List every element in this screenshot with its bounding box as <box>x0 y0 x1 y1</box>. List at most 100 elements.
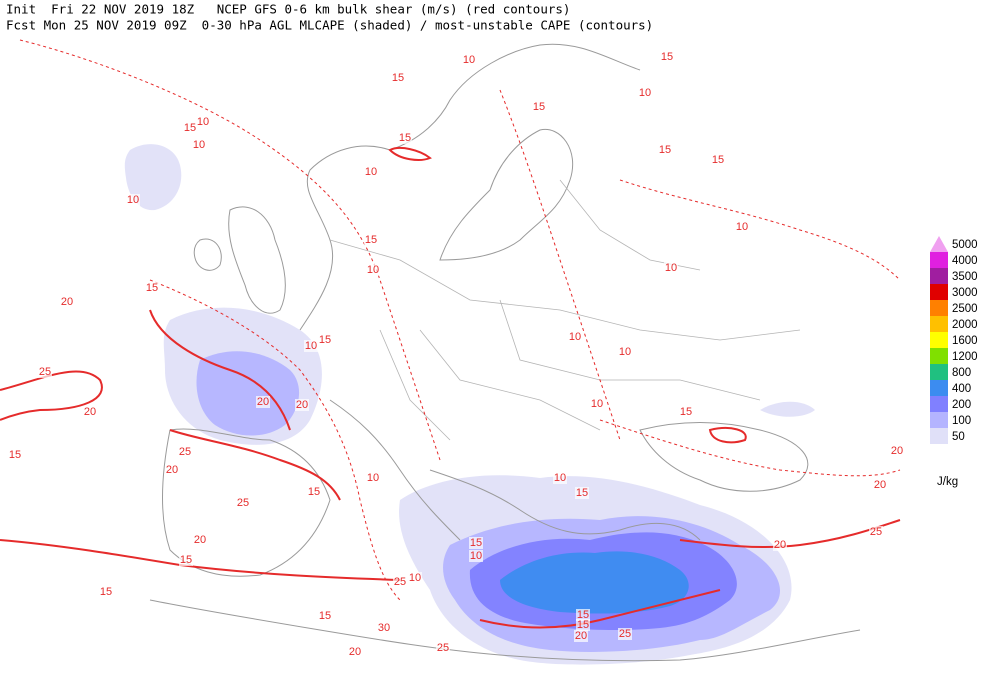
label-backdrop <box>145 282 159 294</box>
shear-contour <box>169 429 341 501</box>
legend-swatch <box>930 236 948 252</box>
shear-contour <box>619 179 901 281</box>
cape-area <box>500 551 689 614</box>
contour-label: 20 <box>296 399 308 411</box>
contour-label: 25 <box>179 446 191 458</box>
contour-label: 10 <box>619 346 631 358</box>
contour-label: 10 <box>365 166 377 178</box>
legend-swatch <box>930 396 948 412</box>
label-backdrop <box>553 472 567 484</box>
contour-label: 25 <box>619 628 631 640</box>
shear-contour <box>599 419 901 477</box>
shear-contour <box>149 309 291 431</box>
header-line: Init Fri 22 NOV 2019 18Z NCEP GFS 0-6 km… <box>6 2 570 17</box>
legend-swatch <box>930 268 948 284</box>
contour-label: 20 <box>349 646 361 658</box>
legend-label: 200 <box>952 399 971 411</box>
coastline <box>329 399 461 541</box>
cape-area <box>124 144 182 211</box>
contour-label: 10 <box>193 139 205 151</box>
contour-label: 20 <box>84 406 96 418</box>
label-backdrop <box>469 550 483 562</box>
label-backdrop <box>408 572 422 584</box>
legend-label: 400 <box>952 383 971 395</box>
coastline <box>429 469 701 541</box>
label-backdrop <box>366 264 380 276</box>
contour-label: 15 <box>399 132 411 144</box>
label-backdrop <box>165 464 179 476</box>
contour-label: 15 <box>680 406 692 418</box>
legend-swatch <box>930 300 948 316</box>
label-backdrop <box>366 472 380 484</box>
legend-swatch <box>930 316 948 332</box>
label-backdrop <box>890 445 904 457</box>
label-backdrop <box>192 139 206 151</box>
legend-label: 2500 <box>952 303 978 315</box>
legend-label: 800 <box>952 367 971 379</box>
contour-label: 15 <box>319 610 331 622</box>
contour-label: 15 <box>319 334 331 346</box>
label-backdrop <box>318 610 332 622</box>
shear-contour <box>149 279 401 601</box>
coastline <box>299 43 641 331</box>
label-backdrop <box>735 221 749 233</box>
coastline <box>162 428 331 577</box>
label-backdrop <box>658 144 672 156</box>
label-backdrop <box>307 486 321 498</box>
contour-label: 20 <box>575 630 587 642</box>
legend-label: 3500 <box>952 271 978 283</box>
contour-label: 15 <box>100 586 112 598</box>
contour-label: 10 <box>409 572 421 584</box>
header-line: Fcst Mon 25 NOV 2019 09Z 0-30 hPa AGL ML… <box>6 18 653 33</box>
cape-area <box>196 351 300 436</box>
label-backdrop <box>60 296 74 308</box>
label-backdrop <box>436 642 450 654</box>
contour-label: 15 <box>661 51 673 63</box>
label-backdrop <box>38 366 52 378</box>
legend-swatch <box>930 348 948 364</box>
contour-label: 25 <box>437 642 449 654</box>
contour-label: 15 <box>712 154 724 166</box>
contour-label: 15 <box>577 619 589 631</box>
contour-label: 15 <box>365 234 377 246</box>
label-backdrop <box>364 234 378 246</box>
contour-label: 10 <box>463 54 475 66</box>
label-backdrop <box>193 534 207 546</box>
contour-label: 15 <box>470 537 482 549</box>
legend-swatch <box>930 332 948 348</box>
coastline <box>193 238 222 271</box>
coastline <box>439 128 574 261</box>
cape-shading <box>124 144 815 665</box>
label-backdrop <box>773 539 787 551</box>
label-backdrop <box>711 154 725 166</box>
contour-label: 20 <box>891 445 903 457</box>
contour-label: 15 <box>146 282 158 294</box>
label-backdrop <box>99 586 113 598</box>
contour-label: 15 <box>180 554 192 566</box>
label-backdrop <box>183 122 197 134</box>
shear-contour <box>388 147 432 161</box>
label-backdrop <box>660 51 674 63</box>
label-backdrop <box>664 262 678 274</box>
legend: 5000 4000 3500 3000 2500 2000 1600 1200 800 400 20… <box>930 236 978 488</box>
label-backdrop <box>398 132 412 144</box>
legend-unit: J/kg <box>937 476 958 488</box>
legend-swatch <box>930 364 948 380</box>
label-backdrop <box>576 609 590 621</box>
label-backdrop <box>576 619 590 631</box>
legend-swatch <box>930 380 948 396</box>
label-backdrop <box>679 406 693 418</box>
coastline <box>228 206 286 314</box>
label-backdrop <box>393 576 407 588</box>
contour-label: 10 <box>367 472 379 484</box>
contour-label: 10 <box>305 340 317 352</box>
contour-label: 10 <box>665 262 677 274</box>
cape-area <box>760 401 815 417</box>
legend-label: 4000 <box>952 255 978 267</box>
contour-label: 20 <box>257 396 269 408</box>
label-backdrop <box>348 646 362 658</box>
label-backdrop <box>469 537 483 549</box>
label-backdrop <box>873 479 887 491</box>
